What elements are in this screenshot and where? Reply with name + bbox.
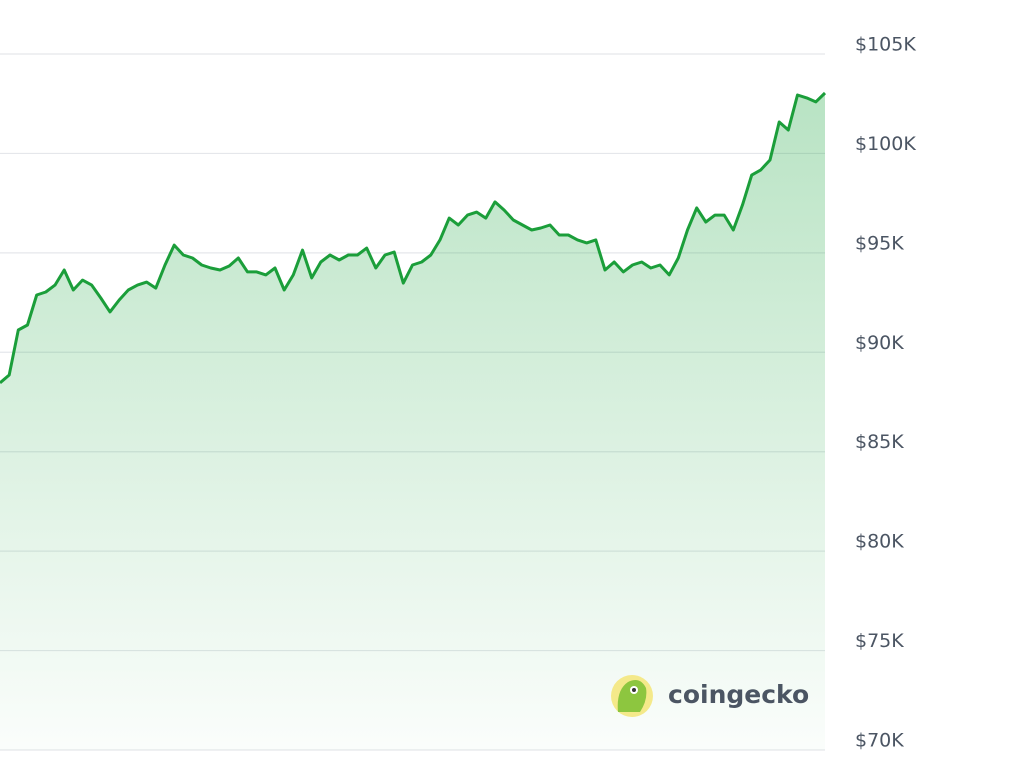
y-tick-label: $95K	[855, 232, 904, 254]
plot	[0, 91, 827, 750]
y-tick-label: $105K	[855, 34, 916, 56]
logo-gecko	[617, 680, 647, 712]
y-tick-label: $80K	[855, 531, 904, 553]
logo: coingecko	[611, 675, 809, 717]
y-tick-label: $90K	[855, 332, 904, 354]
y-tick-label: $70K	[855, 730, 904, 752]
price-line	[0, 91, 827, 385]
y-tick-label: $85K	[855, 431, 904, 453]
y-axis: $70K $75K $80K $85K $90K $95K $100K $105K	[855, 34, 916, 752]
logo-pupil	[632, 688, 636, 692]
y-tick-label: $75K	[855, 630, 904, 652]
area-fill	[0, 93, 825, 750]
watermark: coingecko	[668, 680, 809, 709]
y-tick-label: $100K	[855, 133, 916, 155]
